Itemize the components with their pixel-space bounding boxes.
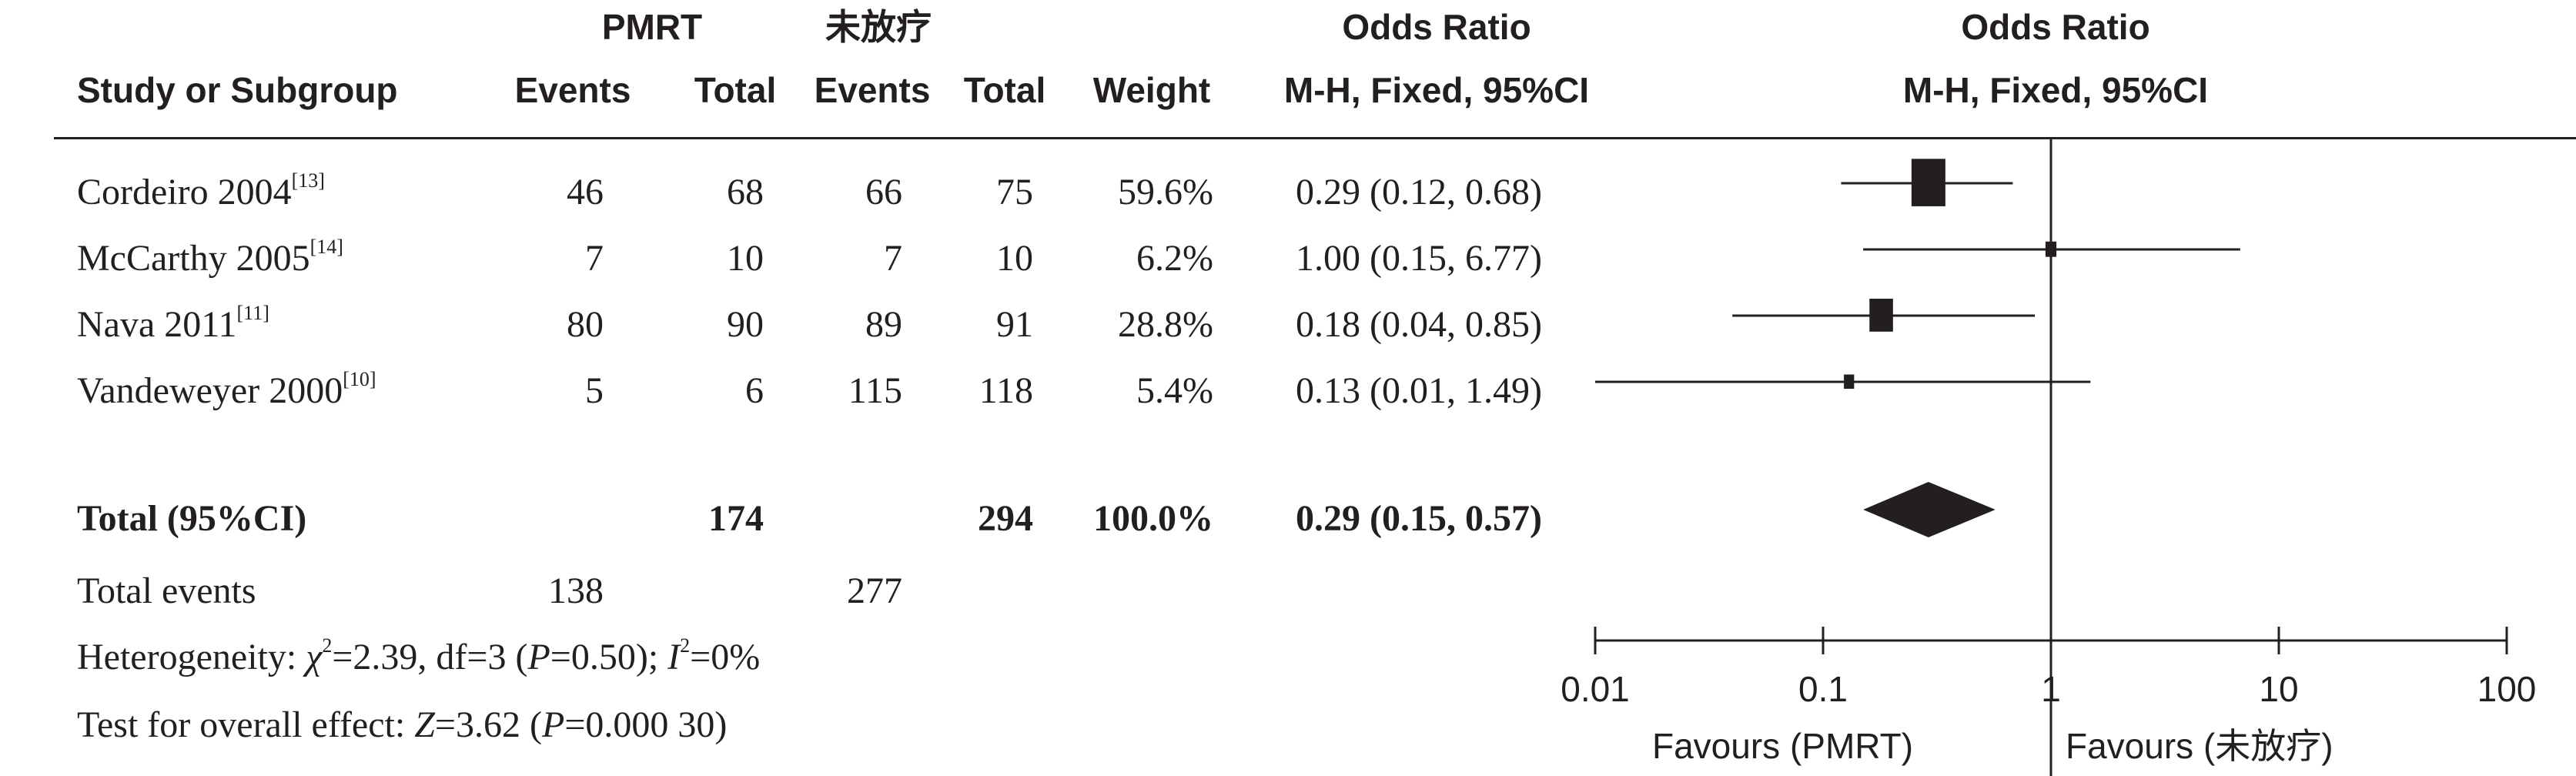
or-cell: 1.00 (0.15, 6.77): [1296, 238, 1542, 279]
or-method-header: M-H, Fixed, 95%CI: [1283, 70, 1590, 110]
total2-cell: 118: [979, 370, 1033, 411]
total-label: Total (95%CI): [77, 498, 307, 539]
study-name: Cordeiro 2004[13]: [77, 169, 325, 212]
total-events1: 138: [548, 570, 604, 611]
total1-cell: 90: [727, 304, 764, 345]
total2-cell: 91: [996, 304, 1033, 345]
study-name: Nava 2011[11]: [77, 302, 269, 345]
header-rule: [54, 137, 2576, 139]
study-name: McCarthy 2005[14]: [77, 236, 343, 279]
events1-cell: 80: [567, 304, 604, 345]
or-cell: 0.29 (0.12, 0.68): [1296, 172, 1542, 212]
plot-method-header: M-H, Fixed, 95%CI: [1902, 70, 2209, 110]
total1-cell: 6: [745, 370, 764, 411]
events2-cell: 7: [884, 238, 902, 279]
total2-header: Total: [963, 70, 1046, 110]
total-events-label: Total events: [77, 570, 256, 611]
total1-cell: 68: [727, 172, 764, 212]
x-tick-label: 1: [2041, 669, 2061, 709]
heterogeneity-text: Heterogeneity: χ2=2.39, df=3 (P=0.50); I…: [77, 634, 761, 677]
total2-cell: 10: [996, 238, 1033, 279]
study-name: Vandeweyer 2000[10]: [77, 368, 376, 411]
total-events2: 277: [847, 570, 902, 611]
or-cell: 0.18 (0.04, 0.85): [1296, 304, 1542, 345]
total2-value: 294: [978, 498, 1033, 539]
x-tick-label: 0.1: [1798, 669, 1848, 709]
overall-effect-text: Test for overall effect: Z=3.62 (P=0.000…: [77, 704, 728, 745]
point-estimate-square: [1844, 374, 1855, 390]
favours-right-label: Favours (未放疗): [2066, 726, 2333, 766]
events2-cell: 115: [848, 370, 902, 411]
or-column-title: Odds Ratio: [1342, 7, 1531, 47]
total-or: 0.29 (0.15, 0.57): [1296, 498, 1542, 539]
or-cell: 0.13 (0.01, 1.49): [1296, 370, 1542, 411]
total2-cell: 75: [996, 172, 1033, 212]
study-marks: [1595, 159, 2240, 390]
total1-header: Total: [694, 70, 777, 110]
events1-cell: 5: [585, 370, 604, 411]
study-column-header: Study or Subgroup: [77, 70, 398, 110]
x-tick-label: 10: [2259, 669, 2299, 709]
events2-cell: 66: [865, 172, 902, 212]
group1-header: PMRT: [601, 7, 703, 47]
point-estimate-square: [1911, 159, 1945, 206]
weight-cell: 59.6%: [1118, 172, 1213, 212]
pooled-diamond: [1863, 482, 1996, 537]
x-axis-ticks: [1594, 627, 2508, 654]
events2-cell: 89: [865, 304, 902, 345]
events1-cell: 7: [585, 238, 604, 279]
events1-header: Events: [514, 70, 631, 110]
total-weight: 100.0%: [1093, 498, 1213, 539]
weight-cell: 28.8%: [1118, 304, 1213, 345]
x-tick-label: 0.01: [1561, 669, 1630, 709]
events1-cell: 46: [567, 172, 604, 212]
weight-cell: 6.2%: [1136, 238, 1213, 279]
total1-cell: 10: [727, 238, 764, 279]
weight-cell: 5.4%: [1136, 370, 1213, 411]
weight-header: Weight: [1092, 70, 1211, 110]
x-tick-label: 100: [2477, 669, 2537, 709]
favours-left-label: Favours (PMRT): [1652, 726, 1914, 766]
group2-header: 未放疗: [825, 7, 932, 47]
total1-value: 174: [708, 498, 764, 539]
point-estimate-square: [1869, 298, 1893, 332]
events2-header: Events: [814, 70, 931, 110]
plot-column-title: Odds Ratio: [1961, 7, 2150, 47]
